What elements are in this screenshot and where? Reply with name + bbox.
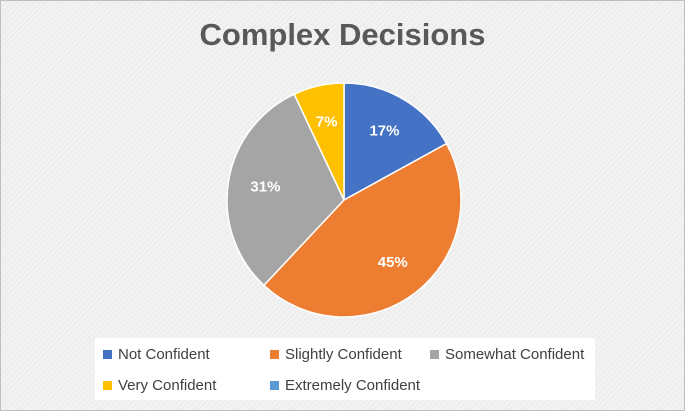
pie-slice-very-confident [293, 82, 345, 201]
legend-item-not-confident: Not Confident [103, 344, 210, 364]
legend-label-somewhat-confident: Somewhat Confident [445, 345, 585, 363]
legend-swatch-slightly-confident [270, 349, 279, 359]
legend-swatch-not-confident [103, 349, 112, 359]
data-label-somewhat-confident: 31% [250, 179, 280, 196]
chart-title: Complex Decisions [199, 17, 486, 52]
legend-item-very-confident: Very Confident [103, 375, 216, 395]
data-label-slightly-confident: 45% [378, 254, 408, 271]
legend-item-somewhat-confident: Somewhat Confident [430, 344, 584, 364]
legend-label-not-confident: Not Confident [118, 345, 210, 363]
legend: Not Confident Slightly Confident Somewha… [95, 338, 595, 400]
pie-slice-slightly-confident [262, 142, 462, 318]
legend-label-slightly-confident: Slightly Confident [285, 345, 402, 363]
legend-swatch-extremely-confident [270, 380, 279, 390]
legend-swatch-somewhat-confident [430, 349, 439, 359]
legend-item-slightly-confident: Slightly Confident [270, 344, 402, 364]
pie-slice-somewhat-confident [226, 93, 345, 287]
legend-item-extremely-confident: Extremely Confident [270, 375, 420, 395]
pie-slice-not-confident [343, 82, 448, 202]
data-label-very-confident: 7% [316, 113, 338, 130]
legend-swatch-very-confident [103, 380, 112, 390]
legend-label-very-confident: Very Confident [118, 376, 217, 394]
data-label-not-confident: 17% [369, 122, 399, 139]
legend-label-extremely-confident: Extremely Confident [285, 376, 421, 394]
